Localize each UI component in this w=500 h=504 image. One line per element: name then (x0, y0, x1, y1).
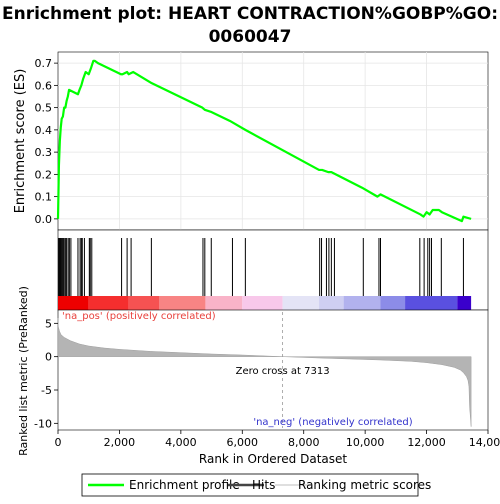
ranking-color-segment (242, 296, 282, 310)
ranking-color-bar (58, 296, 471, 310)
x-tick-label: 14,000 (469, 436, 500, 449)
pos-correlated-label: 'na_pos' (positively correlated) (62, 311, 216, 322)
ranking-color-segment (344, 296, 381, 310)
es-y-ticks: 0.0 0.1 0.2 0.3 0.4 0.5 0.6 0.7 (35, 57, 59, 226)
es-y-axis-label: Enrichment score (ES) (13, 69, 28, 214)
ranking-color-segment (205, 296, 242, 310)
ranking-color-segment (457, 296, 471, 310)
ranking-color-segment (58, 296, 89, 310)
legend: Enrichment profile Hits Ranking metric sco… (82, 474, 431, 496)
ranking-color-segment (319, 296, 344, 310)
es-y-tick-label: 0.5 (35, 102, 53, 115)
chart-title-line1: Enrichment plot: HEART CONTRACTION%GOBP%… (2, 4, 498, 24)
es-panel-frame (58, 52, 488, 230)
es-y-tick-label: 0.2 (35, 168, 53, 181)
ranked-y-tick-label: 5 (45, 317, 52, 330)
ranking-color-segment (159, 296, 205, 310)
ranking-color-segment (129, 296, 160, 310)
chart-title-line2: 0060047 (209, 27, 292, 47)
es-y-tick-label: 0.0 (35, 213, 53, 226)
legend-label: Enrichment profile (129, 478, 240, 492)
x-tick-label: 10,000 (346, 436, 385, 449)
ranking-color-segment (381, 296, 406, 310)
x-axis-label: Rank in Ordered Dataset (199, 452, 347, 466)
ranked-y-tick-label: -5 (41, 384, 52, 397)
x-axis-ticks: 0 2,000 4,000 6,000 8,000 10,000 12,000 14,000 (55, 430, 500, 449)
es-y-tick-label: 0.3 (35, 146, 53, 159)
ranking-color-segment (89, 296, 129, 310)
es-y-tick-label: 0.6 (35, 79, 53, 92)
ranked-y-tick-label: -10 (34, 417, 52, 430)
ranking-color-segment (405, 296, 457, 310)
es-y-tick-label: 0.1 (35, 191, 53, 204)
ranked-y-axis-label: Ranked list metric (PreRanked) (17, 286, 30, 456)
x-tick-label: 4,000 (165, 436, 197, 449)
x-tick-label: 12,000 (407, 436, 446, 449)
ranked-y-tick-label: 0 (45, 351, 52, 364)
ranking-color-segment (283, 296, 319, 310)
legend-label: Ranking metric scores (298, 478, 431, 492)
zero-cross-label: Zero cross at 7313 (236, 366, 330, 377)
x-tick-label: 0 (55, 436, 62, 449)
x-tick-label: 2,000 (104, 436, 136, 449)
x-tick-label: 8,000 (288, 436, 320, 449)
legend-label: Hits (252, 478, 275, 492)
es-y-tick-label: 0.7 (35, 57, 53, 70)
ranked-y-ticks: 5 0 -5 -10 (34, 317, 58, 430)
x-tick-label: 6,000 (227, 436, 259, 449)
es-y-tick-label: 0.4 (35, 124, 53, 137)
neg-correlated-label: 'na_neg' (negatively correlated) (253, 417, 412, 428)
